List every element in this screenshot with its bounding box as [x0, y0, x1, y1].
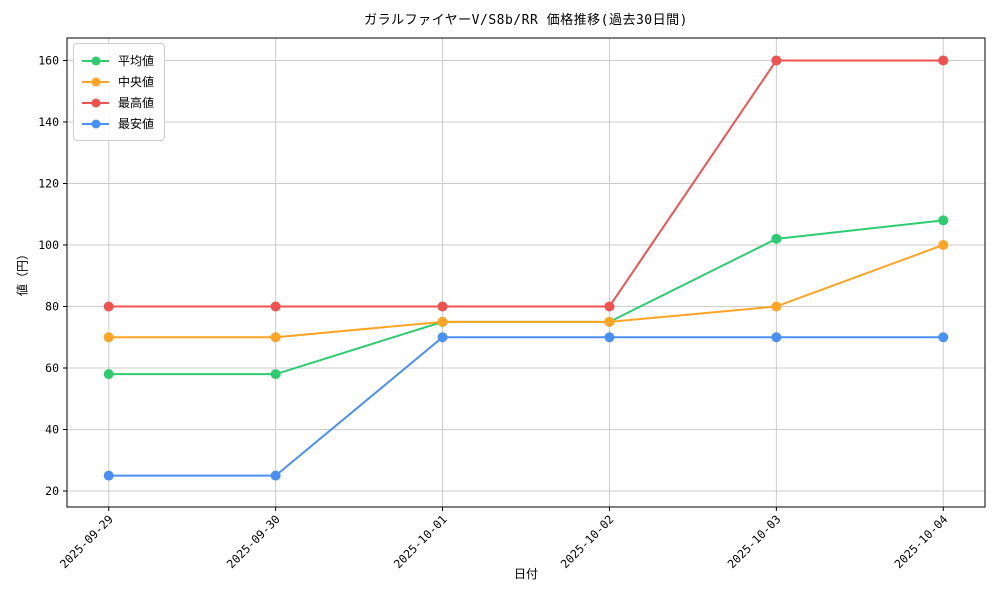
legend-label: 中央値: [118, 74, 155, 89]
series-line-median: [107, 243, 945, 339]
legend-item-average: 平均値: [82, 50, 154, 71]
data-point-average: [771, 233, 782, 244]
data-point-min: [771, 332, 782, 343]
y-tick-label: 80: [45, 299, 59, 313]
data-point-min: [938, 332, 949, 343]
data-point-min: [604, 332, 615, 343]
legend-item-median: 中央値: [82, 71, 154, 92]
x-tick-label: 2025-09-30: [224, 512, 283, 571]
y-tick-label: 100: [38, 238, 59, 252]
y-axis: 20 40 60 80 100 120 140 160: [38, 53, 67, 498]
legend-dot-icon: [91, 77, 100, 86]
chart-title: ガラルファイヤーV/S8b/RR 価格推移(過去30日間): [364, 13, 688, 28]
data-point-min: [270, 470, 281, 481]
series-line-min: [107, 336, 945, 477]
x-tick-label: 2025-10-01: [391, 512, 450, 571]
series-max: [103, 55, 949, 312]
series-median: [103, 239, 949, 343]
data-point-median: [771, 301, 782, 312]
legend-item-max: 最高値: [82, 92, 154, 113]
data-point-max: [938, 55, 949, 66]
y-tick-label: 120: [38, 176, 59, 190]
legend-line-icon: [82, 98, 109, 107]
legend-item-min: 最安値: [82, 113, 154, 134]
data-point-max: [103, 301, 114, 312]
x-axis: 2025-09-29 2025-09-30 2025-10-01 2025-10-02…: [57, 507, 950, 571]
data-point-average: [270, 369, 281, 380]
axes-frame: [66, 37, 986, 508]
legend-label: 最安値: [118, 116, 155, 131]
y-tick-label: 160: [38, 53, 59, 67]
y-tick-label: 140: [38, 115, 59, 129]
data-point-max: [604, 301, 615, 312]
series-line-max: [107, 59, 945, 308]
x-tick-label: 2025-10-03: [725, 512, 784, 571]
data-point-median: [437, 316, 448, 327]
data-point-max: [437, 301, 448, 312]
legend-label: 平均値: [118, 53, 155, 68]
data-point-min: [437, 332, 448, 343]
legend-label: 最高値: [118, 95, 155, 110]
data-point-max: [771, 55, 782, 66]
legend-dot-icon: [91, 56, 100, 65]
y-tick-label: 20: [45, 484, 59, 498]
data-point-min: [103, 470, 114, 481]
legend-dot-icon: [91, 98, 100, 107]
x-tick-label: 2025-10-02: [558, 512, 617, 571]
data-point-median: [938, 239, 949, 250]
legend-line-icon: [82, 56, 109, 65]
x-tick-label: 2025-10-04: [892, 512, 951, 571]
series-min: [103, 332, 949, 481]
y-axis-label: 値（円）: [15, 247, 30, 297]
y-tick-label: 40: [45, 422, 59, 436]
y-tick-label: 60: [45, 361, 59, 375]
axes-background: [67, 38, 985, 507]
x-tick-label: 2025-09-29: [57, 512, 116, 571]
data-point-average: [103, 369, 114, 380]
data-point-max: [270, 301, 281, 312]
legend-line-icon: [82, 77, 109, 86]
legend: 平均値中央値最高値最安値: [73, 43, 166, 141]
data-point-median: [270, 332, 281, 343]
legend-dot-icon: [91, 119, 100, 128]
data-point-median: [604, 316, 615, 327]
data-point-average: [938, 215, 949, 226]
x-axis-label: 日付: [513, 567, 538, 581]
data-point-median: [103, 332, 114, 343]
legend-line-icon: [82, 119, 109, 128]
